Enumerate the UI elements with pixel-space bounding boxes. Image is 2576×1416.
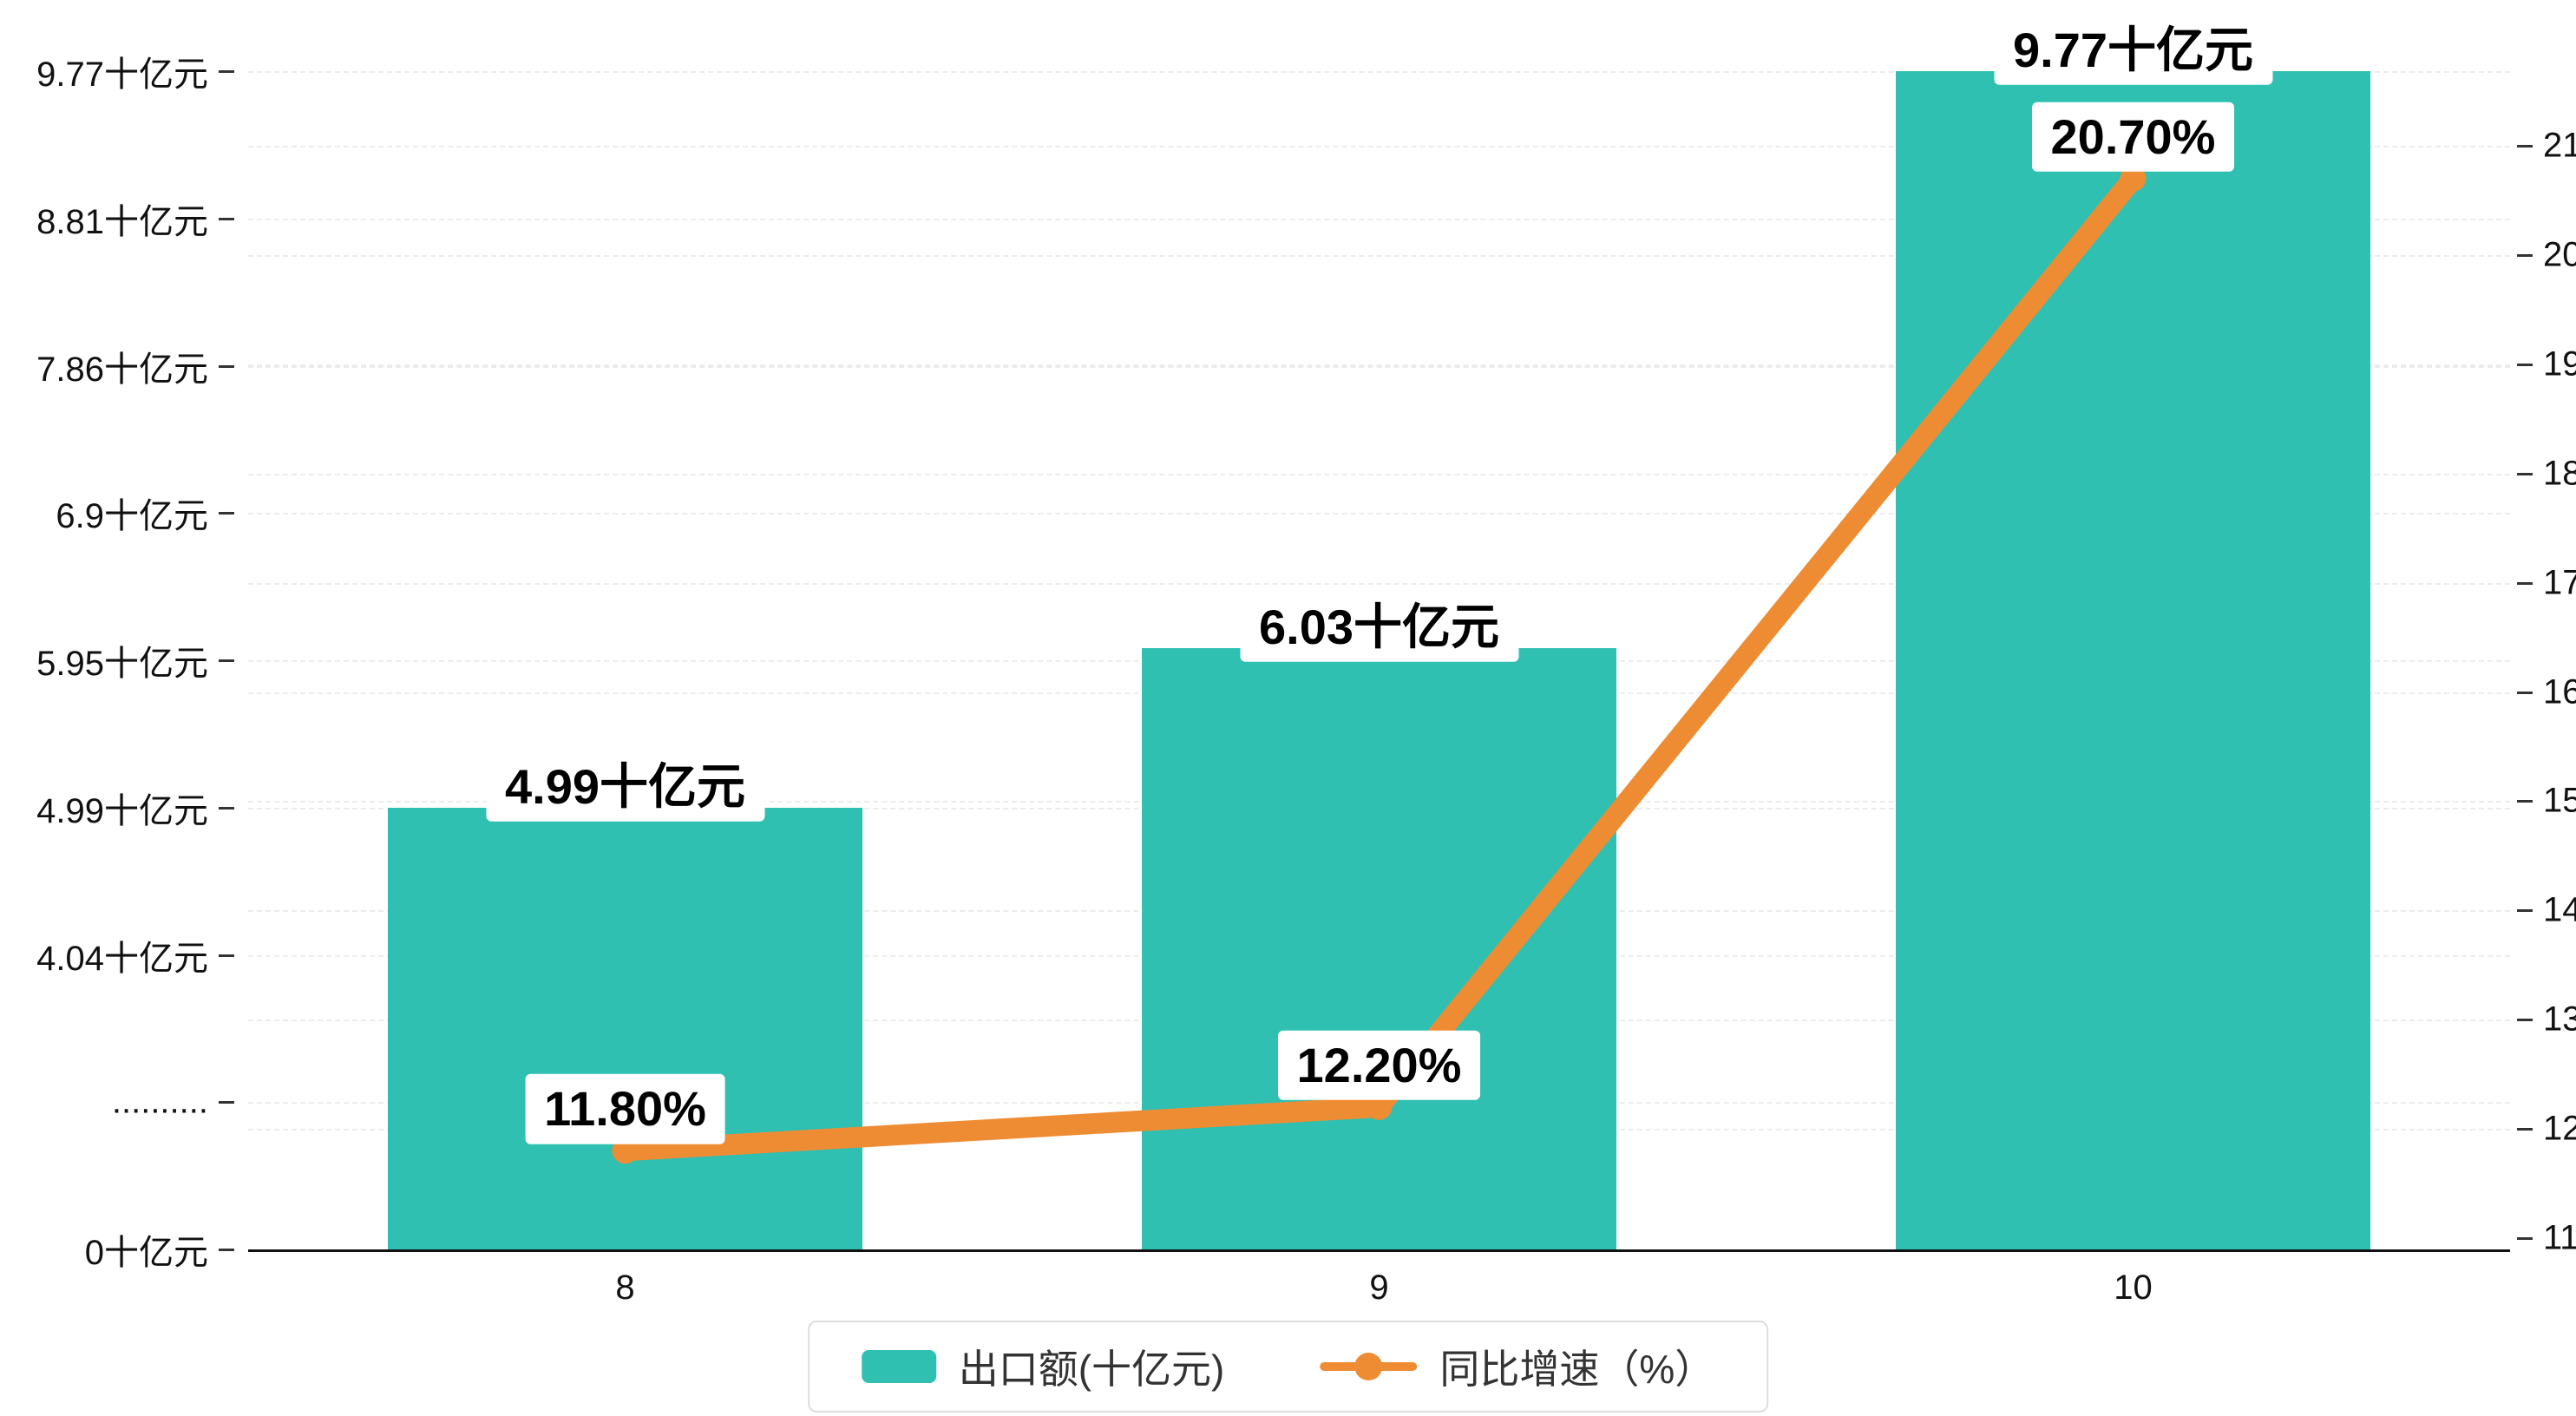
y-axis-right-tick-label: 17 (2543, 563, 2576, 602)
line-value-label: 12.20% (1277, 1030, 1481, 1101)
y-axis-right-tickmark (2517, 691, 2533, 694)
line-value-label: 20.70% (2031, 102, 2235, 172)
y-axis-right-tickmark (2517, 1128, 2533, 1131)
y-axis-left-tickmark (219, 70, 234, 73)
legend-label-line-series: 同比增速（%） (1439, 1347, 1715, 1392)
y-axis-right-tickmark (2517, 253, 2533, 257)
bar-value-label: 4.99十亿元 (486, 751, 764, 822)
y-axis-right-tick-label: 14 (2543, 890, 2576, 929)
x-axis-tick-label: 9 (1369, 1268, 1389, 1307)
y-axis-left-tickmark (219, 364, 234, 368)
y-axis-left-tickmark (219, 217, 234, 220)
y-axis-right-tick-label: 16 (2543, 672, 2576, 711)
y-axis-left-tick-label: 4.99十亿元 (36, 791, 208, 830)
legend-label-bar-series: 出口额(十亿元) (958, 1347, 1225, 1392)
y-axis-left-tick-label: 7.86十亿元 (36, 350, 208, 389)
y-axis-left-tickmark (219, 1249, 234, 1251)
y-axis-left-tickmark (219, 806, 234, 810)
y-axis-left-tick-label: 6.9十亿元 (56, 497, 208, 536)
x-axis-tick-label: 10 (2114, 1268, 2153, 1307)
y-axis-left-tick-label: 5.95十亿元 (36, 645, 208, 683)
y-axis-right-tick-label: 11 (2543, 1218, 2576, 1257)
bar-value-label: 9.77十亿元 (1994, 15, 2272, 86)
y-axis-right-tick-label: 12 (2543, 1109, 2576, 1148)
y-axis-right-tick-label: 19 (2543, 344, 2576, 384)
line-marker-dot-icon (1354, 1353, 1383, 1380)
y-axis-left-tick-label: 0十亿元 (84, 1234, 208, 1272)
y-axis-right-tickmark (2517, 581, 2533, 585)
y-axis-right-tickmark (2517, 909, 2533, 913)
y-axis-left-tickmark (219, 1101, 234, 1105)
y-axis-left-tick-label: .......... (111, 1082, 208, 1121)
y-axis-right-tickmark (2517, 145, 2533, 148)
y-axis-right-tickmark (2517, 800, 2533, 803)
y-axis-right-tickmark (2517, 363, 2533, 366)
y-axis-right-tick-label: 20 (2543, 235, 2576, 274)
y-axis-left-tickmark (219, 659, 234, 662)
y-axis-left-tick-label: 8.81十亿元 (36, 202, 208, 241)
legend-item-bar-series[interactable]: 出口额(十亿元) (861, 1338, 1225, 1395)
y-axis-left-tick-label: 9.77十亿元 (36, 56, 208, 94)
bar-series-swatch-icon (861, 1350, 936, 1383)
bar (388, 807, 862, 1249)
y-axis-right-tick-label: 15 (2543, 781, 2576, 820)
y-axis-right-tickmark (2517, 472, 2533, 475)
y-axis-right-tick-label: 21 (2543, 126, 2576, 165)
y-axis-left-tickmark (219, 954, 234, 957)
x-axis-tick-label: 8 (615, 1268, 635, 1307)
y-axis-right-tickmark (2517, 1237, 2533, 1240)
x-axis-line (248, 1249, 2510, 1252)
bar-value-label: 6.03十亿元 (1240, 592, 1518, 662)
y-axis-left-tick-label: 4.04十亿元 (36, 939, 208, 978)
y-axis-right-tick-label: 13 (2543, 1000, 2576, 1039)
y-axis-right-tick-label: 18 (2543, 454, 2576, 493)
line-value-label: 11.80% (525, 1074, 725, 1144)
y-axis-left-tickmark (219, 512, 234, 515)
y-axis-right-tickmark (2517, 1019, 2533, 1022)
bar (1896, 71, 2370, 1249)
legend: 出口额(十亿元) 同比增速（%） (807, 1321, 1769, 1413)
legend-item-line-series[interactable]: 同比增速（%） (1320, 1338, 1714, 1395)
bar (1142, 647, 1616, 1249)
line-series-marker-icon (1320, 1350, 1418, 1383)
